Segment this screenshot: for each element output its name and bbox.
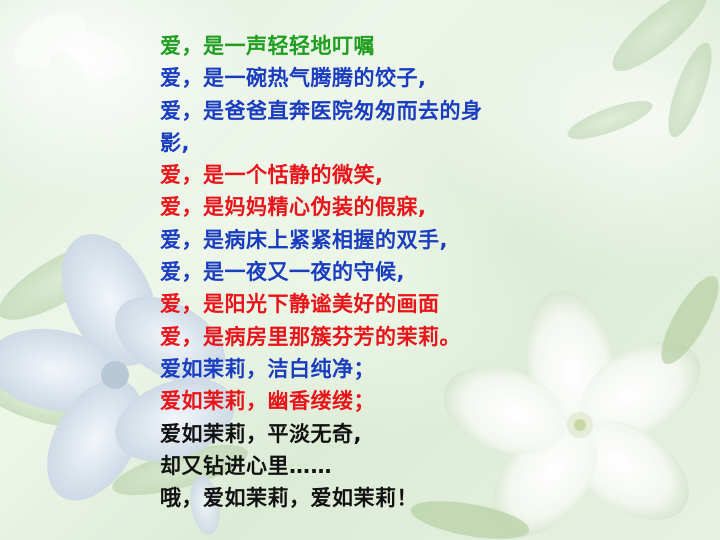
poem-line: 爱如茉莉，洁白纯净； <box>160 356 375 381</box>
poem-line: 爱如茉莉，平淡无奇, <box>160 421 362 446</box>
poem-line: 爱，是阳光下静谧美好的画面 <box>160 292 440 317</box>
poem-line: 爱，是病床上紧紧相握的双手, <box>160 227 448 252</box>
jasmine-flower-left <box>0 234 235 501</box>
faded-leaves-top-right <box>567 0 712 140</box>
poem-line: 爱，是一碗热气腾腾的饺子, <box>160 66 427 91</box>
poem-line: 影, <box>160 130 190 155</box>
faded-flower-top-left <box>13 12 132 120</box>
jasmine-flower-right <box>443 290 701 537</box>
poem-line: 爱，是一个恬静的微笑, <box>160 163 384 188</box>
poem-line: 爱，是病房里那簇芬芳的茉莉。 <box>160 324 461 349</box>
jasmine-bud <box>190 475 220 535</box>
poem-line: 哦，爱如茉莉，爱如茉莉！ <box>160 486 418 511</box>
right-leaves <box>410 275 719 539</box>
poem-line: 爱，是一夜又一夜的守候, <box>160 260 405 285</box>
poem-line: 爱，是一声轻轻地叮嘱 <box>160 34 375 58</box>
poem-text: 爱，是一声轻轻地叮嘱 爱，是一碗热气腾腾的饺子, 爱，是爸爸直奔医院匆匆而去的身… <box>160 30 600 514</box>
poem-line: 爱，是爸爸直奔医院匆匆而去的身 <box>160 98 483 123</box>
poem-line: 却又钻进心里…… <box>160 453 332 478</box>
poem-line: 爱如茉莉，幽香缕缕； <box>160 389 375 414</box>
poem-line: 爱，是妈妈精心伪装的假寐, <box>160 195 427 220</box>
